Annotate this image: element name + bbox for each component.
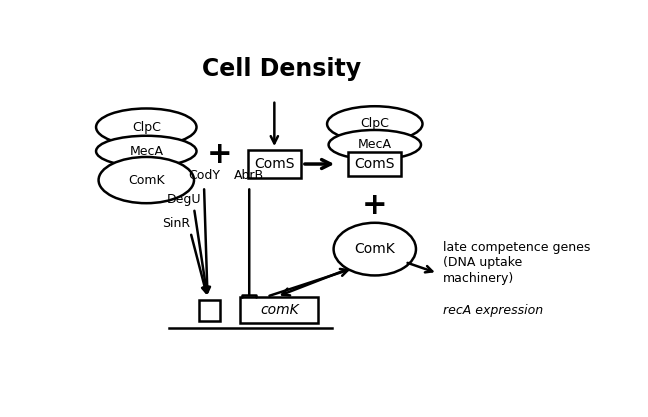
Text: ClpC: ClpC bbox=[360, 118, 389, 131]
Bar bbox=[198, 300, 220, 321]
Text: SinR: SinR bbox=[163, 217, 191, 230]
Ellipse shape bbox=[96, 136, 196, 167]
Text: ClpC: ClpC bbox=[132, 121, 161, 133]
Text: DegU: DegU bbox=[167, 193, 201, 206]
Text: ComK: ComK bbox=[128, 173, 165, 186]
Text: AbrB: AbrB bbox=[234, 169, 264, 182]
Ellipse shape bbox=[96, 108, 196, 146]
Text: machinery): machinery) bbox=[443, 272, 514, 285]
Bar bbox=[240, 297, 318, 323]
Text: MecA: MecA bbox=[358, 138, 392, 151]
Ellipse shape bbox=[329, 130, 421, 160]
Text: late competence genes: late competence genes bbox=[443, 241, 590, 254]
Text: MecA: MecA bbox=[130, 145, 163, 158]
Text: CodY: CodY bbox=[188, 169, 220, 182]
Bar bbox=[349, 153, 401, 176]
Text: (DNA uptake: (DNA uptake bbox=[443, 256, 522, 269]
Text: +: + bbox=[206, 140, 232, 169]
Bar bbox=[248, 151, 301, 178]
Text: ComS: ComS bbox=[354, 157, 395, 171]
Text: ComS: ComS bbox=[254, 157, 295, 171]
Text: +: + bbox=[362, 191, 388, 220]
Ellipse shape bbox=[98, 157, 194, 203]
Text: Cell Density: Cell Density bbox=[202, 57, 362, 81]
Text: comK: comK bbox=[260, 303, 299, 317]
Ellipse shape bbox=[327, 106, 422, 141]
Ellipse shape bbox=[334, 223, 416, 276]
Text: recA expression: recA expression bbox=[443, 304, 543, 317]
Text: ComK: ComK bbox=[354, 242, 395, 256]
